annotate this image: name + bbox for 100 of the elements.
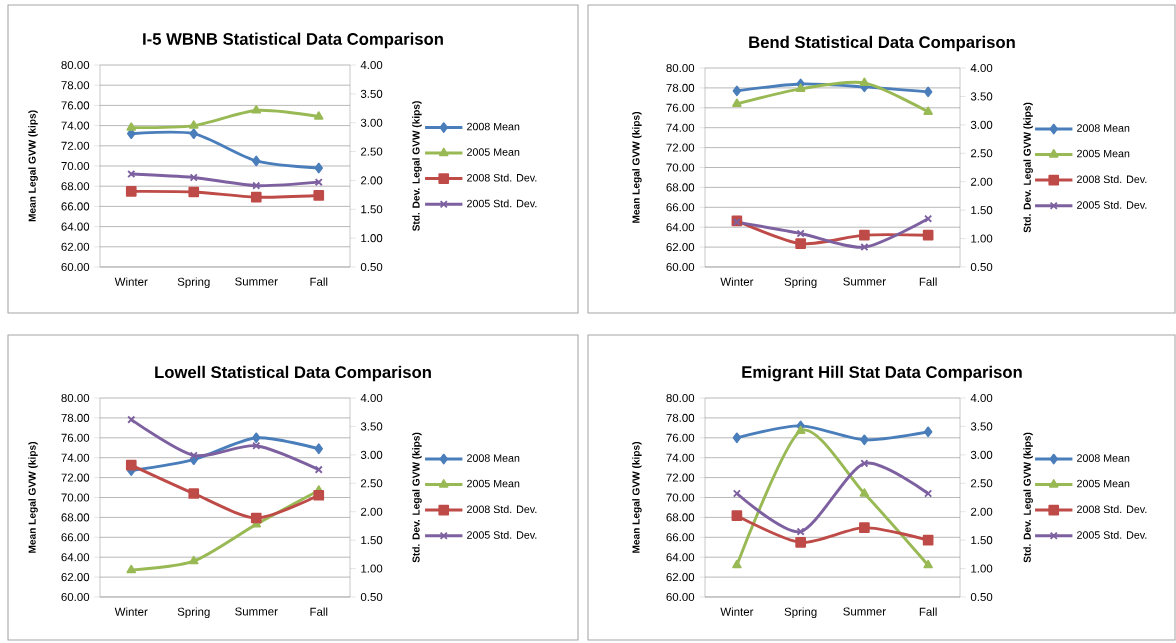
legend-label: 2005 Std. Dev. xyxy=(1077,200,1147,209)
y2-tick-label: 3.00 xyxy=(360,118,383,127)
legend-label: 2008 Mean xyxy=(467,454,520,462)
legend-label: 2005 Mean xyxy=(1077,479,1130,488)
x-tick-label: Winter xyxy=(114,607,148,616)
y-tick-label: 74.00 xyxy=(61,453,90,462)
x-tick-label: Winter xyxy=(720,607,754,616)
x-tick-label: Winter xyxy=(720,277,754,286)
x-tick-label: Summer xyxy=(235,277,278,286)
y2-tick-label: 2.50 xyxy=(971,149,993,158)
y-tick-label: 80.00 xyxy=(666,63,695,73)
y2-tick-label: 2.50 xyxy=(361,479,383,488)
y-tick-label: 78.00 xyxy=(61,81,90,90)
y-tick-label: 72.00 xyxy=(61,473,90,482)
y-tick-label: 70.00 xyxy=(666,163,695,172)
legend-label: 2005 Std. Dev. xyxy=(1077,530,1147,539)
y-tick-label: 80.00 xyxy=(61,393,90,403)
y2-axis-title: Std. Dev. Legal GVW (kips) xyxy=(1023,432,1033,563)
y2-tick-label: 1.50 xyxy=(361,536,383,545)
y2-tick-label: 2.00 xyxy=(971,507,993,516)
y-tick-label: 74.00 xyxy=(666,453,695,462)
x-tick-label: Spring xyxy=(177,277,210,289)
y2-tick-label: 3.50 xyxy=(360,89,383,98)
y-tick-label: 64.00 xyxy=(61,553,90,562)
y2-tick-label: 1.00 xyxy=(971,564,993,573)
legend-label: 2008 Mean xyxy=(1077,454,1130,462)
x-tick-label: Fall xyxy=(919,277,937,286)
legend-label: 2005 Mean xyxy=(467,479,520,488)
y-tick-label: 76.00 xyxy=(61,433,90,442)
legend-label: 2008 Std. Dev. xyxy=(467,173,537,182)
y-axis-title: Mean Legal GVW (kips) xyxy=(28,441,38,553)
y2-tick-label: 2.50 xyxy=(361,147,383,156)
x-tick-label: Summer xyxy=(235,607,278,616)
chart-title: Emigrant Hill Stat Data Comparison xyxy=(742,365,1022,382)
y2-tick-label: 1.50 xyxy=(361,205,383,214)
chart-title: Bend Statistical Data Comparison xyxy=(749,35,1015,52)
y-tick-label: 76.00 xyxy=(61,101,90,110)
y2-axis-title: Std. Dev. Legal GVW (kips) xyxy=(412,101,422,232)
x-tick-label: Winter xyxy=(114,277,148,286)
y2-tick-label: 1.50 xyxy=(971,206,993,215)
y-tick-label: 62.00 xyxy=(666,573,695,582)
y2-tick-label: 2.00 xyxy=(361,176,383,185)
x-tick-label: Fall xyxy=(310,277,328,286)
x-tick-label: Spring xyxy=(784,607,817,619)
y2-tick-label: 2.00 xyxy=(971,177,993,186)
legend-label: 2005 Mean xyxy=(467,148,520,156)
y-tick-label: 64.00 xyxy=(666,553,695,562)
x-tick-label: Spring xyxy=(177,607,210,619)
y-tick-label: 68.00 xyxy=(61,182,90,191)
y2-tick-label: 4.00 xyxy=(360,393,383,403)
y-tick-label: 76.00 xyxy=(666,433,695,442)
y-tick-label: 80.00 xyxy=(666,393,695,403)
y-tick-label: 78.00 xyxy=(61,413,90,422)
y-tick-label: 68.00 xyxy=(666,183,695,192)
y-tick-label: 60.00 xyxy=(61,262,90,272)
y-tick-label: 76.00 xyxy=(666,103,695,112)
y2-tick-label: 1.00 xyxy=(361,564,383,573)
y-tick-label: 60.00 xyxy=(666,592,695,602)
y2-tick-label: 3.50 xyxy=(970,422,993,431)
legend-label: 2008 Mean xyxy=(1077,124,1130,132)
y2-tick-label: 3.00 xyxy=(970,450,993,459)
y-tick-label: 78.00 xyxy=(666,413,695,422)
y2-tick-label: 2.00 xyxy=(361,507,383,516)
legend-label: 2005 Std. Dev. xyxy=(467,530,537,539)
y2-tick-label: 1.50 xyxy=(971,536,993,545)
y-tick-label: 74.00 xyxy=(61,121,90,130)
y-tick-label: 64.00 xyxy=(61,222,90,231)
y-tick-label: 62.00 xyxy=(61,242,90,251)
y-tick-label: 60.00 xyxy=(61,592,90,602)
y2-tick-label: 2.50 xyxy=(971,479,993,488)
y-tick-label: 66.00 xyxy=(666,533,695,542)
y2-tick-label: 1.00 xyxy=(361,234,383,243)
legend-label: 2008 Std. Dev. xyxy=(1077,175,1147,184)
y-tick-label: 72.00 xyxy=(666,473,695,482)
y-tick-label: 80.00 xyxy=(61,60,90,70)
x-tick-label: Summer xyxy=(843,607,886,616)
y2-tick-label: 1.00 xyxy=(971,234,993,243)
y-axis-title: Mean Legal GVW (kips) xyxy=(632,441,642,553)
y-tick-label: 62.00 xyxy=(666,243,695,252)
y2-tick-label: 4.00 xyxy=(360,60,383,70)
y-tick-label: 62.00 xyxy=(61,573,90,582)
y-tick-label: 66.00 xyxy=(61,533,90,542)
y2-tick-label: 0.50 xyxy=(360,592,383,602)
chart-title: Lowell Statistical Data Comparison xyxy=(155,365,431,382)
legend-label: 2008 Std. Dev. xyxy=(467,505,537,514)
x-tick-label: Fall xyxy=(310,607,328,616)
x-tick-label: Summer xyxy=(843,277,886,286)
y-tick-label: 68.00 xyxy=(61,513,90,522)
legend-label: 2008 Mean xyxy=(467,122,520,131)
y2-tick-label: 0.50 xyxy=(970,262,993,272)
y-tick-label: 66.00 xyxy=(61,202,90,211)
y2-tick-label: 3.50 xyxy=(970,92,993,101)
y2-axis-title: Std. Dev. Legal GVW (kips) xyxy=(412,432,422,563)
y-tick-label: 72.00 xyxy=(61,141,90,150)
y-axis-title: Mean Legal GVW (kips) xyxy=(632,111,642,223)
legend-label: 2005 Mean xyxy=(1077,149,1130,158)
y-tick-label: 60.00 xyxy=(666,262,695,272)
y-tick-label: 68.00 xyxy=(666,513,695,522)
legend-label: 2005 Std. Dev. xyxy=(467,199,537,208)
y-tick-label: 78.00 xyxy=(666,83,695,92)
